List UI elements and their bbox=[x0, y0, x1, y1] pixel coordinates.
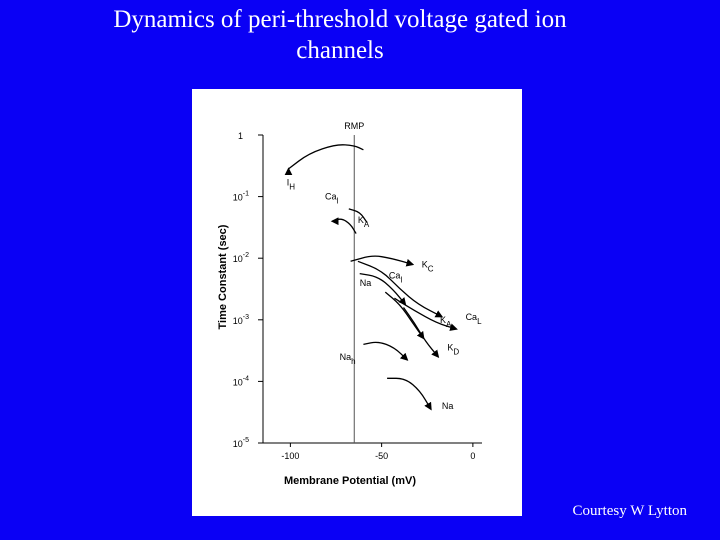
series-label: Nah bbox=[340, 352, 356, 366]
series-label: KA bbox=[440, 315, 452, 329]
y-tick-label: 10-2 bbox=[233, 252, 249, 264]
y-tick-label: 10-3 bbox=[233, 314, 249, 326]
series-curve-k-a bbox=[384, 291, 425, 340]
series-label: KC bbox=[422, 259, 434, 273]
series-label: Cal bbox=[389, 271, 403, 285]
series-curve-na bbox=[359, 272, 407, 306]
series-curve-k-d bbox=[402, 307, 440, 358]
time-constant-chart: 1 10-1 10-2 10-3 10-4 10-5 -100 -50 0 RMP IH Cal KA… bbox=[217, 121, 482, 487]
series-curve-ca-l bbox=[357, 260, 444, 318]
series-label: Cal bbox=[325, 192, 339, 206]
figure-panel: 1 10-1 10-2 10-3 10-4 10-5 -100 -50 0 RMP IH Cal KA… bbox=[192, 89, 522, 516]
series-group bbox=[287, 144, 458, 411]
series-labels: IH Cal KA KC Cal Na KA CaL KD Nah Na bbox=[287, 178, 482, 412]
series-curve-ca-l bbox=[394, 297, 458, 331]
x-tick-label: -100 bbox=[281, 451, 299, 461]
y-tick-label: 1 bbox=[238, 131, 243, 141]
series-label: KA bbox=[358, 215, 370, 229]
x-tick-label: 0 bbox=[470, 451, 475, 461]
series-label: CaL bbox=[466, 312, 483, 326]
y-axis-title: Time Constant (sec) bbox=[217, 224, 229, 329]
series-curve-ca-l bbox=[348, 208, 368, 223]
y-tick-label: 10-5 bbox=[233, 437, 249, 449]
axes: 1 10-1 10-2 10-3 10-4 10-5 -100 -50 0 RMP bbox=[233, 121, 482, 461]
series-label: Na bbox=[442, 401, 454, 411]
series-label: Na bbox=[360, 278, 372, 288]
series-curve-na bbox=[387, 377, 432, 411]
series-curve-i-h bbox=[287, 144, 364, 170]
x-tick-label: -50 bbox=[375, 451, 388, 461]
series-curve-k-c bbox=[350, 255, 415, 267]
y-tick-label: 10-4 bbox=[233, 375, 249, 387]
series-label: KD bbox=[447, 343, 459, 357]
rmp-marker-label: RMP bbox=[344, 121, 364, 131]
y-tick-label: 10-1 bbox=[233, 191, 249, 203]
series-curve-na-h bbox=[363, 341, 409, 361]
series-label: IH bbox=[287, 178, 296, 192]
slide-title: Dynamics of peri-threshold voltage gated… bbox=[113, 6, 567, 64]
series-curve-k-a bbox=[330, 215, 357, 234]
x-axis-title: Membrane Potential (mV) bbox=[284, 475, 416, 487]
credit-text: Courtesy W Lytton bbox=[572, 503, 687, 519]
